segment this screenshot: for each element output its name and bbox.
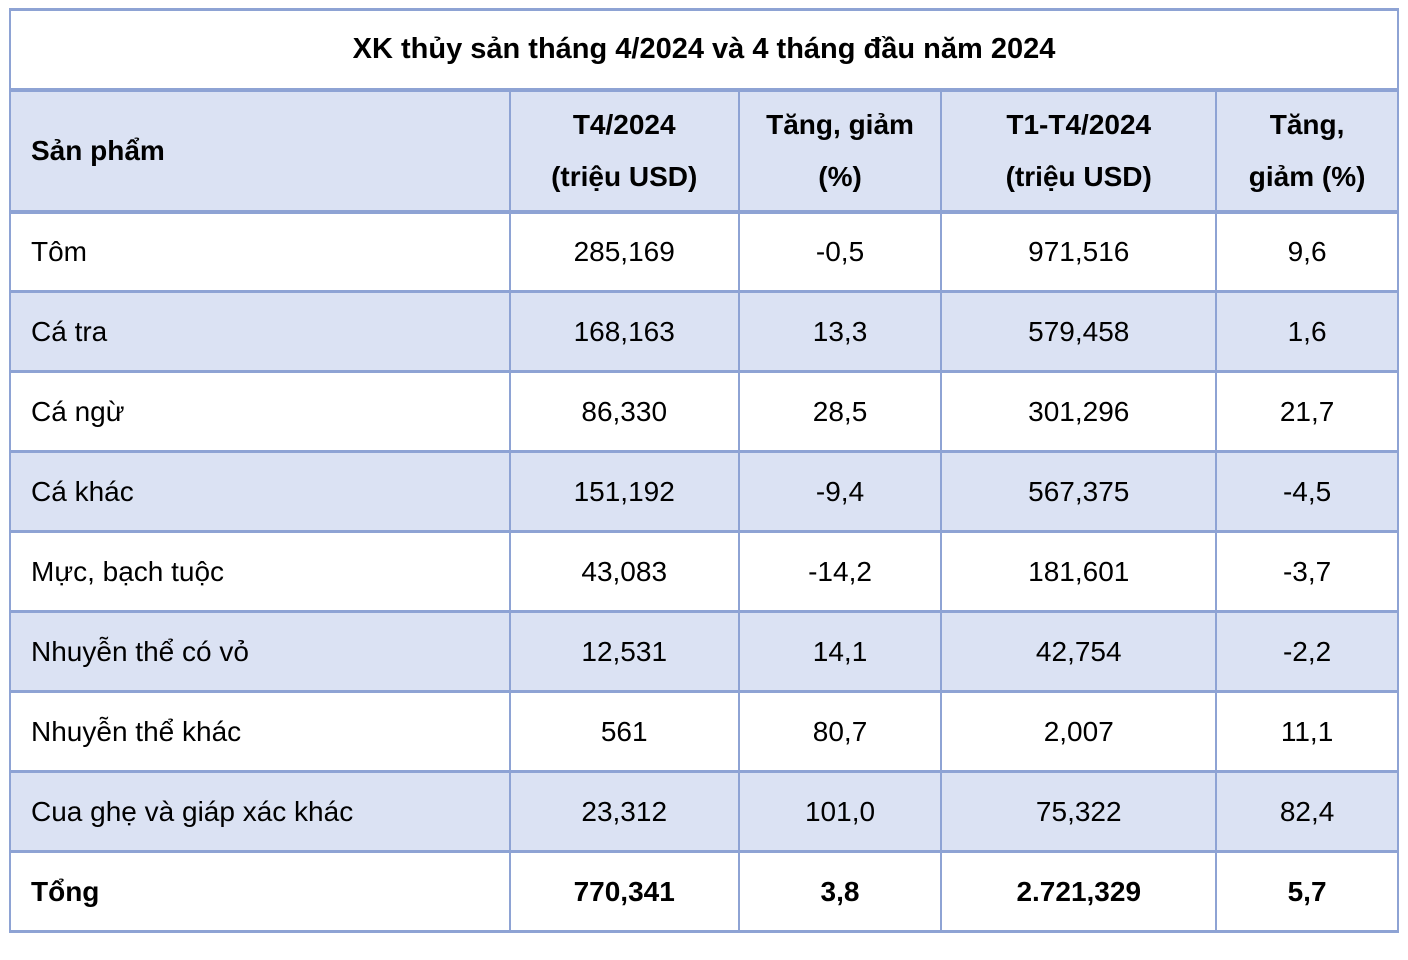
t1t4-change-cell: -3,7 [1215, 530, 1399, 613]
total-row: Tổng 770,341 3,8 2.721,329 5,7 [9, 850, 1399, 933]
total-t1t4-value-cell: 2.721,329 [940, 850, 1218, 933]
col-header-t4-change: Tăng, giảm (%) [737, 88, 943, 214]
table-row: Cá tra 168,163 13,3 579,458 1,6 [9, 290, 1399, 373]
product-cell: Tôm [9, 210, 511, 293]
table-row: Cá khác 151,192 -9,4 567,375 -4,5 [9, 450, 1399, 533]
t1t4-change-cell: 11,1 [1215, 690, 1399, 773]
product-cell: Cua ghẹ và giáp xác khác [9, 770, 511, 853]
table-row: Cua ghẹ và giáp xác khác 23,312 101,0 75… [9, 770, 1399, 853]
t1t4-value-cell: 42,754 [940, 610, 1218, 693]
col-header-t4-line1: T4/2024 [572, 108, 676, 140]
t1t4-value-cell: 301,296 [940, 370, 1218, 453]
table-row: Tôm 285,169 -0,5 971,516 9,6 [9, 210, 1399, 293]
col-header-t1t4-change-line1: Tăng, [1269, 108, 1345, 140]
col-header-t1t4-line1: T1-T4/2024 [1006, 108, 1152, 140]
t4-change-cell: -9,4 [737, 450, 943, 533]
t4-value-cell: 43,083 [508, 530, 740, 613]
table-row: Mực, bạch tuộc 43,083 -14,2 181,601 -3,7 [9, 530, 1399, 613]
total-t4-change-cell: 3,8 [737, 850, 943, 933]
t4-value-cell: 23,312 [508, 770, 740, 853]
t1t4-value-cell: 971,516 [940, 210, 1218, 293]
t1t4-change-cell: 82,4 [1215, 770, 1399, 853]
col-header-t4-line2: (triệu USD) [551, 160, 698, 192]
t1t4-value-cell: 181,601 [940, 530, 1218, 613]
col-header-t1t4-line2: (triệu USD) [1005, 160, 1152, 192]
t4-change-cell: -0,5 [737, 210, 943, 293]
t1t4-value-cell: 75,322 [940, 770, 1218, 853]
col-header-product: Sản phẩm [9, 88, 511, 214]
product-cell: Mực, bạch tuộc [9, 530, 511, 613]
t4-change-cell: 80,7 [737, 690, 943, 773]
t4-value-cell: 561 [508, 690, 740, 773]
title-row: XK thủy sản tháng 4/2024 và 4 tháng đầu … [9, 8, 1399, 92]
t1t4-value-cell: 579,458 [940, 290, 1218, 373]
product-cell: Nhuyễn thể có vỏ [9, 610, 511, 693]
col-header-t4-value: T4/2024 (triệu USD) [508, 88, 740, 214]
t1t4-change-cell: 21,7 [1215, 370, 1399, 453]
total-t4-value-cell: 770,341 [508, 850, 740, 933]
t4-change-cell: -14,2 [737, 530, 943, 613]
table-row: Cá ngừ 86,330 28,5 301,296 21,7 [9, 370, 1399, 453]
t4-value-cell: 86,330 [508, 370, 740, 453]
t4-value-cell: 285,169 [508, 210, 740, 293]
product-cell: Cá tra [9, 290, 511, 373]
total-label-cell: Tổng [9, 850, 511, 933]
t1t4-change-cell: -4,5 [1215, 450, 1399, 533]
col-header-t1t4-value: T1-T4/2024 (triệu USD) [940, 88, 1218, 214]
total-t1t4-change-cell: 5,7 [1215, 850, 1399, 933]
t4-change-cell: 13,3 [737, 290, 943, 373]
table-title: XK thủy sản tháng 4/2024 và 4 tháng đầu … [9, 8, 1399, 92]
col-header-t4-change-line1: Tăng, giảm [766, 108, 914, 140]
t1t4-value-cell: 567,375 [940, 450, 1218, 533]
t1t4-change-cell: -2,2 [1215, 610, 1399, 693]
t4-value-cell: 12,531 [508, 610, 740, 693]
t1t4-change-cell: 1,6 [1215, 290, 1399, 373]
t4-value-cell: 168,163 [508, 290, 740, 373]
t4-change-cell: 28,5 [737, 370, 943, 453]
table-row: Nhuyễn thể khác 561 80,7 2,007 11,1 [9, 690, 1399, 773]
col-header-t4-change-line2: (%) [818, 160, 862, 192]
t4-change-cell: 14,1 [737, 610, 943, 693]
col-header-t1t4-change: Tăng, giảm (%) [1215, 88, 1399, 214]
t1t4-value-cell: 2,007 [940, 690, 1218, 773]
table-row: Nhuyễn thể có vỏ 12,531 14,1 42,754 -2,2 [9, 610, 1399, 693]
header-row: Sản phẩm T4/2024 (triệu USD) Tăng, giảm … [9, 88, 1399, 214]
col-header-t1t4-change-line2: giảm (%) [1248, 160, 1366, 192]
seafood-export-table: XK thủy sản tháng 4/2024 và 4 tháng đầu … [9, 8, 1399, 933]
product-cell: Nhuyễn thể khác [9, 690, 511, 773]
t1t4-change-cell: 9,6 [1215, 210, 1399, 293]
t4-change-cell: 101,0 [737, 770, 943, 853]
product-cell: Cá khác [9, 450, 511, 533]
t4-value-cell: 151,192 [508, 450, 740, 533]
product-cell: Cá ngừ [9, 370, 511, 453]
